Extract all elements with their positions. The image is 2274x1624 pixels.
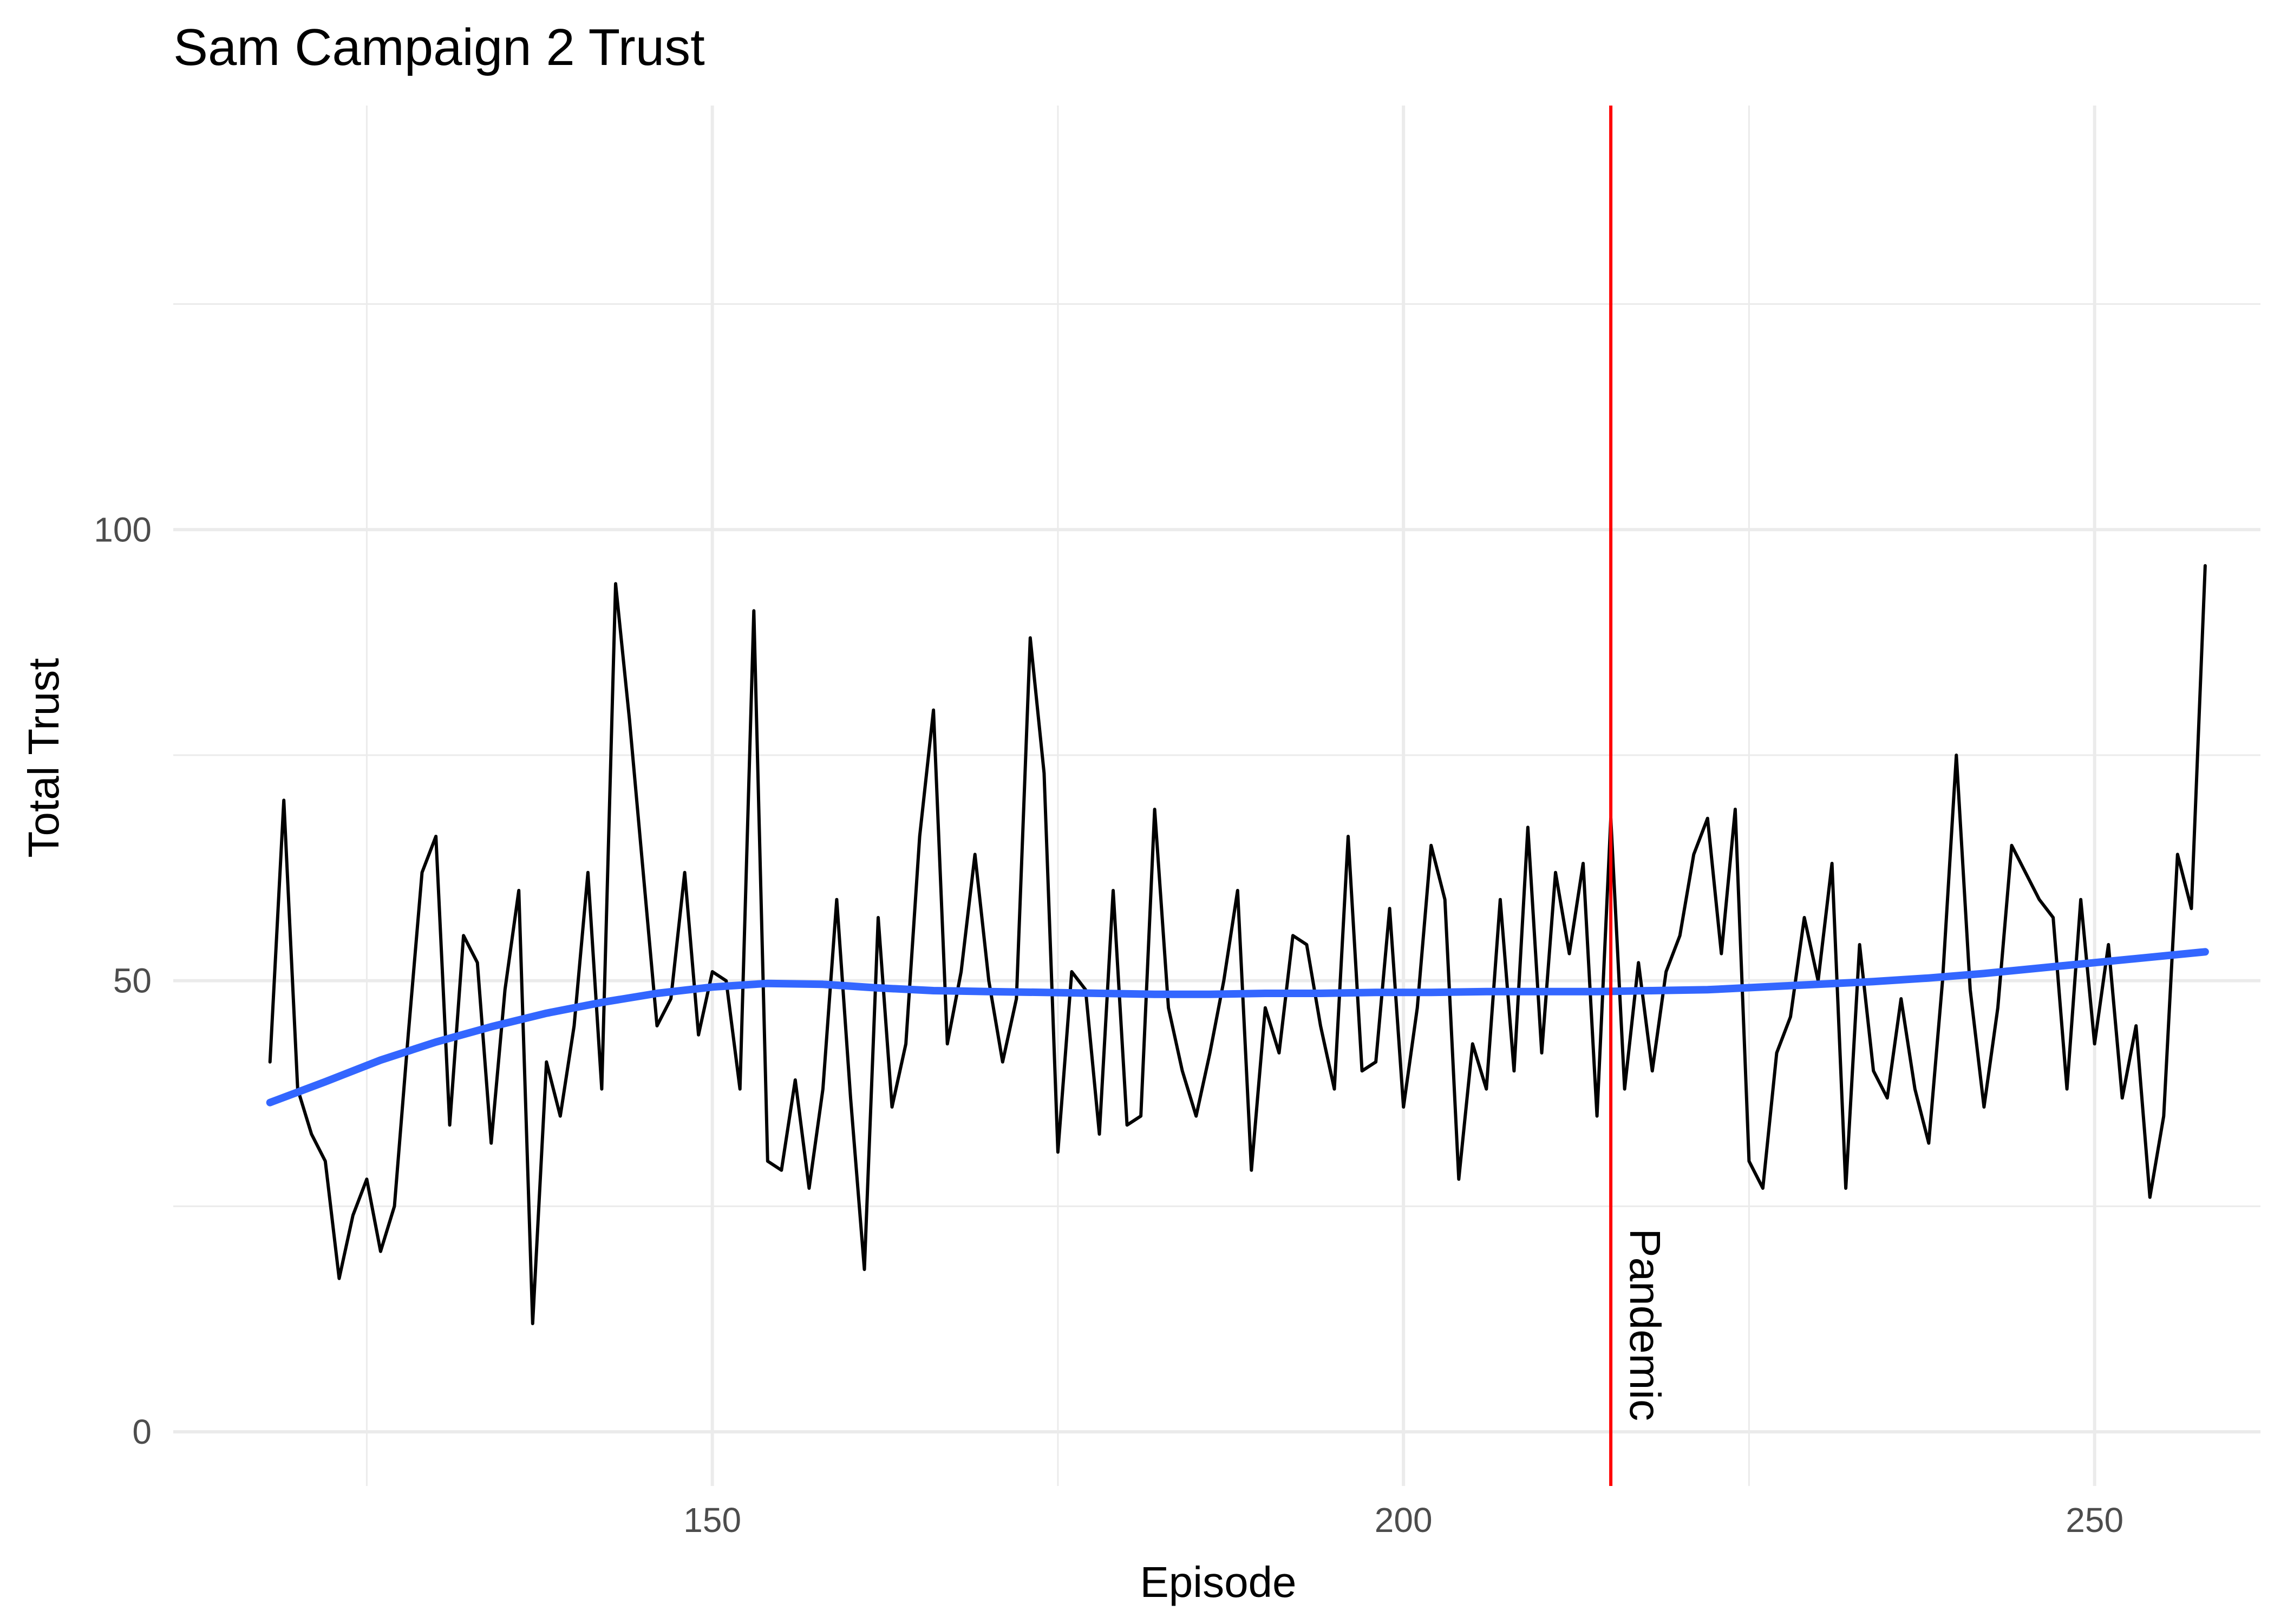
x-tick-label: 150 — [683, 1501, 741, 1540]
y-tick-labels: 0 50 100 — [94, 510, 152, 1451]
x-axis-title: Episode — [1140, 1558, 1296, 1606]
chart-title: Sam Campaign 2 Trust — [173, 18, 705, 76]
y-tick-label: 100 — [94, 510, 152, 549]
y-tick-label: 50 — [113, 961, 152, 1000]
trust-series-line — [268, 564, 2207, 1325]
pandemic-label: Pandemic — [1621, 1228, 1669, 1421]
smooth-trend-line — [266, 948, 2209, 1106]
series-lines — [266, 564, 2209, 1325]
x-tick-label: 200 — [1375, 1501, 1433, 1540]
y-tick-label: 0 — [132, 1412, 152, 1451]
grid-minor — [173, 106, 2260, 1486]
annotation-layer: Pandemic — [1609, 106, 1669, 1486]
grid-major — [173, 106, 2260, 1486]
y-axis-title: Total Trust — [19, 658, 68, 857]
x-tick-labels: 150 200 250 — [683, 1501, 2123, 1540]
x-tick-label: 250 — [2066, 1501, 2123, 1540]
